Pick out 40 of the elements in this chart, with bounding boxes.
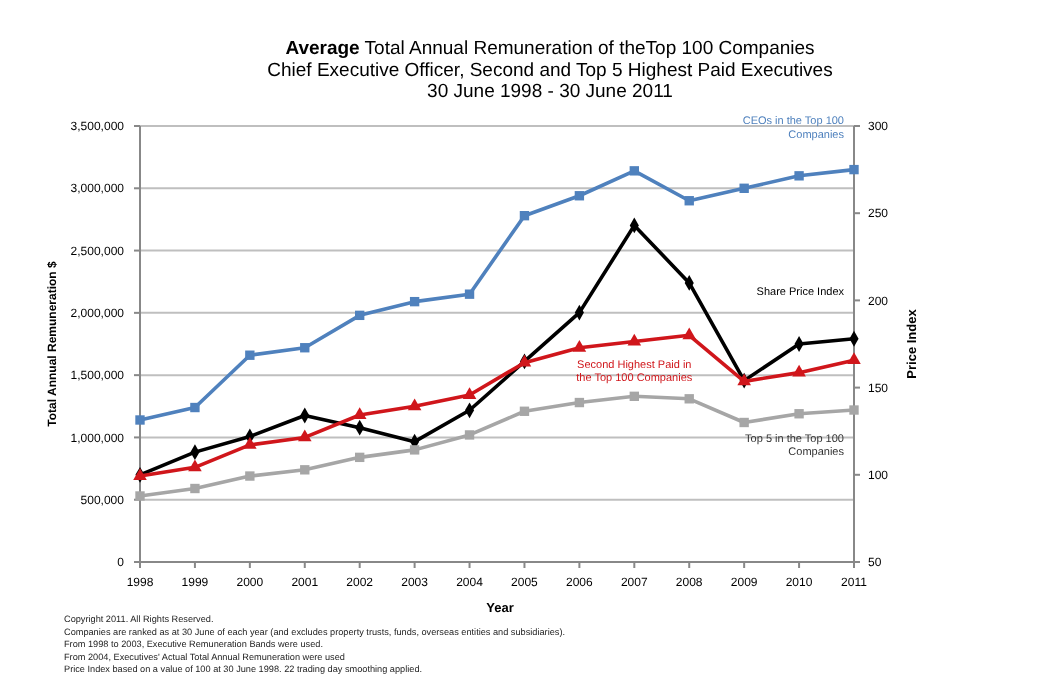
point — [847, 352, 861, 365]
point — [297, 429, 312, 442]
point — [792, 364, 806, 377]
point — [190, 402, 200, 413]
point — [739, 417, 749, 428]
point — [355, 310, 365, 321]
point — [243, 437, 257, 449]
point — [574, 397, 585, 408]
chart-title: Average Total Annual Remuneration of theTop 100 Companies — [285, 38, 816, 60]
point — [629, 166, 639, 176]
point — [684, 196, 694, 206]
point — [462, 387, 477, 399]
point — [519, 211, 530, 221]
point — [135, 415, 145, 425]
point — [407, 398, 422, 411]
point — [849, 164, 859, 175]
point — [409, 296, 420, 307]
point — [572, 339, 587, 352]
point — [300, 465, 310, 475]
point — [135, 491, 145, 501]
point — [627, 333, 642, 346]
point — [188, 459, 202, 472]
point — [245, 350, 255, 360]
point — [739, 183, 749, 193]
point — [355, 452, 365, 463]
point — [464, 430, 475, 440]
point — [245, 471, 255, 481]
point — [409, 445, 420, 455]
point — [794, 171, 804, 181]
point — [849, 405, 859, 415]
point — [682, 327, 697, 340]
point — [574, 191, 585, 201]
point — [464, 289, 475, 299]
point — [190, 483, 200, 494]
point — [629, 391, 639, 402]
point — [300, 343, 310, 353]
point — [684, 394, 694, 404]
point — [794, 409, 804, 419]
point — [519, 406, 530, 416]
chart-subtitle: Chief Executive Officer, Second and Top 5 Highest Paid Executives 30 June 1998 - 30 June 2011 — [267, 60, 834, 103]
